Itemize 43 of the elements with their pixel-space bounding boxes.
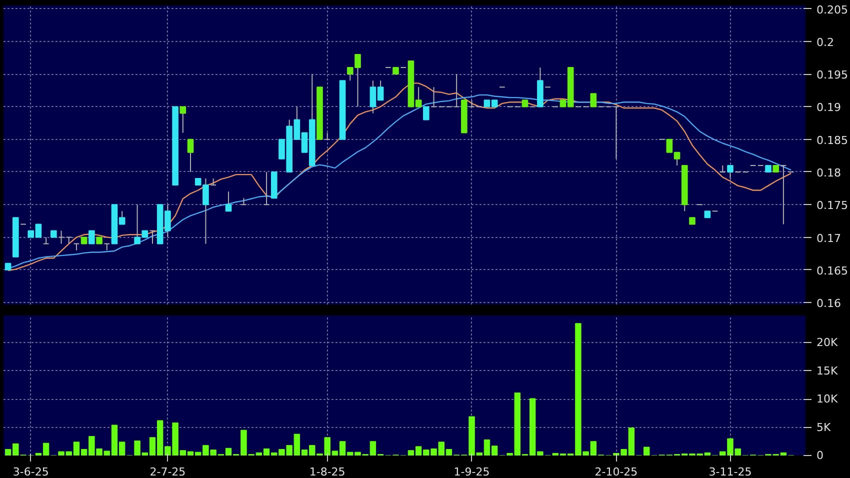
y-tick-label: 0	[816, 449, 824, 462]
y-tick-label: 20K	[816, 336, 838, 350]
candlestick	[187, 138, 194, 172]
y-tick-label: 0.19	[816, 101, 841, 114]
candlestick	[180, 106, 186, 134]
candlestick	[210, 178, 216, 186]
y-tick-label: 15K	[816, 364, 838, 378]
y-tick-label: 0.175	[816, 199, 848, 212]
y-tick-label: 5K	[816, 420, 832, 434]
y-tick-label: 10K	[816, 392, 838, 406]
candlestick	[240, 198, 247, 206]
candlestick	[423, 106, 430, 120]
y-tick-label: 0.185	[816, 134, 848, 147]
candlestick	[468, 100, 475, 108]
candlestick	[88, 230, 95, 244]
candlestick	[613, 106, 620, 160]
candlestick	[42, 236, 50, 244]
x-tick-label: 3-11-25	[708, 466, 752, 478]
candlestick	[324, 132, 330, 140]
candlestick	[104, 243, 110, 251]
x-tick-label: 1-8-25	[309, 466, 346, 478]
y-tick-label: 0.195	[816, 68, 848, 82]
candlestick	[780, 164, 787, 225]
candlestick	[263, 171, 270, 206]
candlestick	[66, 236, 72, 244]
x-tick-label: 3-6-25	[12, 466, 49, 478]
candlestick	[430, 86, 437, 108]
candlestick	[73, 243, 80, 251]
candlestick	[225, 191, 232, 212]
x-tick-label: 1-9-25	[454, 466, 490, 478]
x-tick-label: 2-10-25	[594, 466, 638, 478]
candlestick	[719, 164, 726, 172]
y-tick-label: 0.2	[816, 36, 834, 49]
candlestick	[590, 93, 597, 108]
y-tick-label: 0.18	[816, 166, 841, 180]
candlestick	[149, 230, 156, 244]
y-tick-label: 0.16	[816, 297, 841, 310]
candlestick	[58, 230, 64, 244]
x-tick-label: 2-7-25	[150, 466, 186, 478]
y-tick-label: 0.205	[816, 3, 848, 16]
y-tick-label: 0.165	[816, 264, 848, 278]
candlestick	[453, 74, 460, 108]
y-tick-label: 0.17	[816, 232, 841, 245]
